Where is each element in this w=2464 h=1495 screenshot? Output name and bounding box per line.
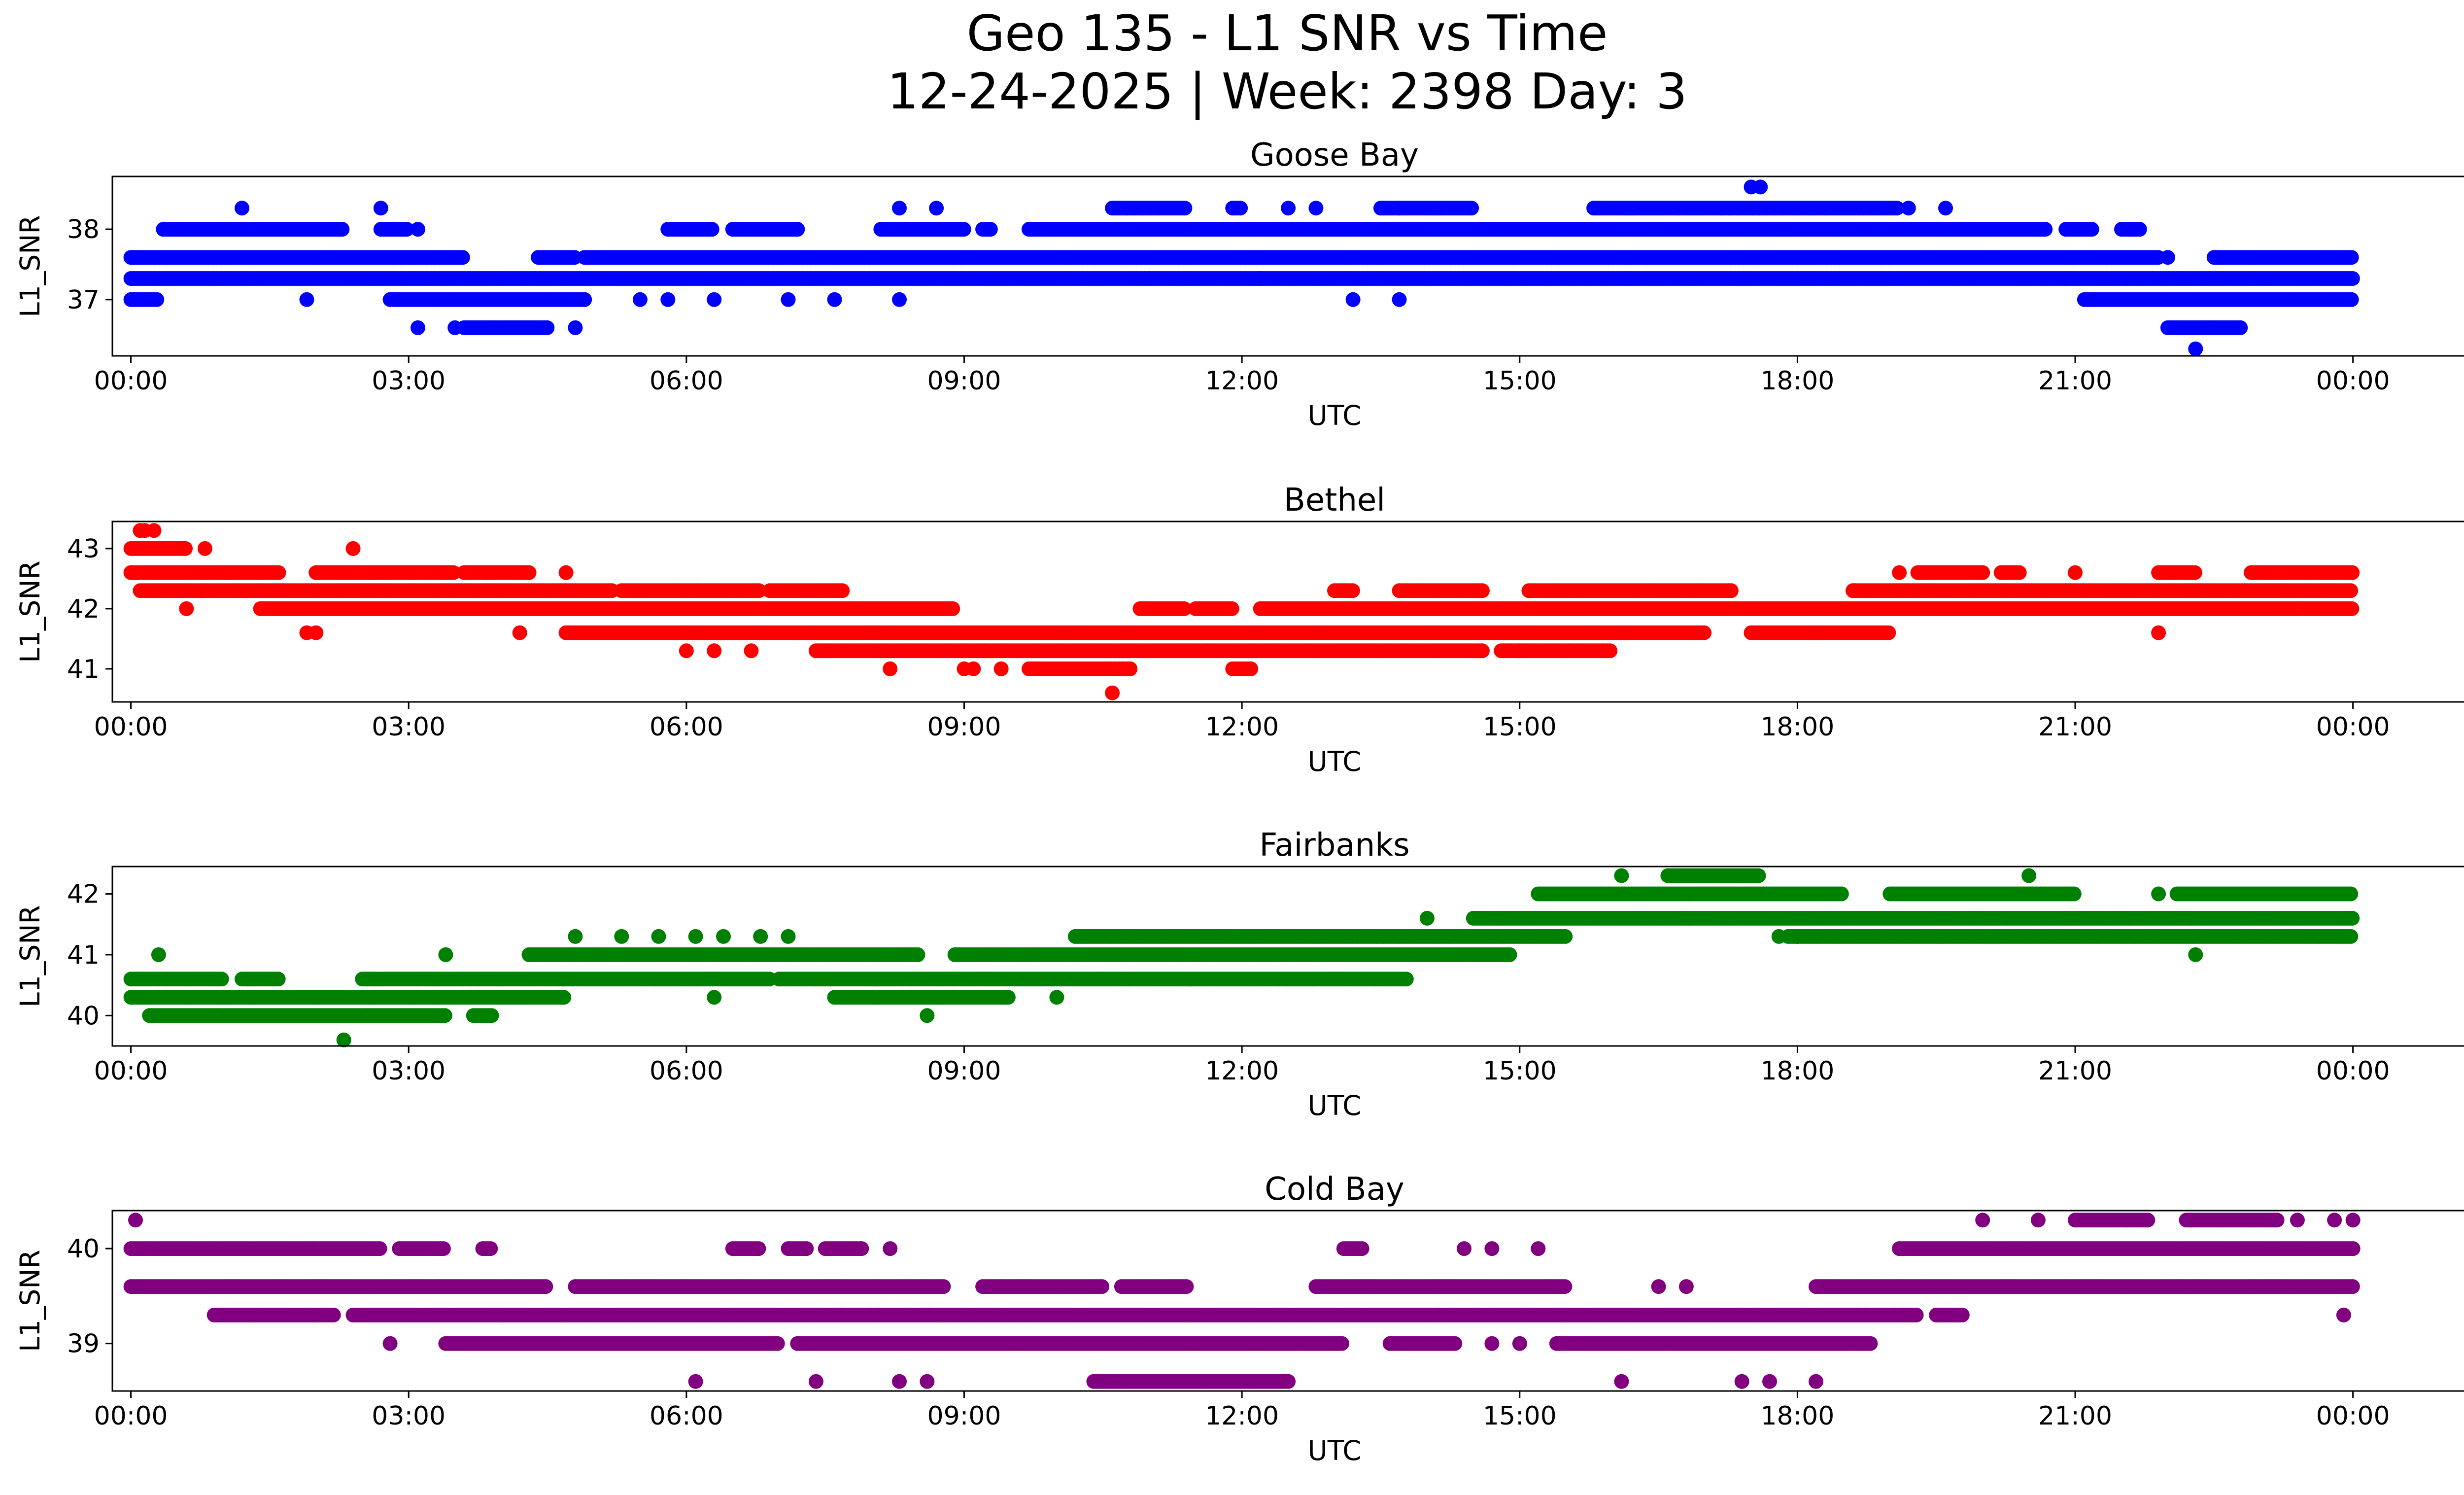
data-point	[983, 222, 998, 237]
x-tick-label: 21:00	[2038, 366, 2112, 396]
y-tick-label: 37	[67, 285, 100, 315]
x-tick-label: 15:00	[1483, 366, 1557, 396]
y-axis-label: L1_SNR	[14, 215, 46, 317]
data-point	[1938, 201, 1953, 216]
data-point	[235, 201, 249, 216]
data-point	[1281, 201, 1296, 216]
data-point	[1345, 583, 1360, 598]
data-point	[1253, 271, 1268, 286]
figure-title-line-2: 12-24-2025 | Week: 2398 Day: 3	[887, 63, 1687, 120]
data-point	[1753, 179, 1768, 195]
data-point	[2084, 222, 2099, 237]
data-point	[411, 222, 425, 237]
x-tick-label: 03:00	[372, 366, 445, 396]
data-point	[521, 565, 537, 580]
data-point	[1464, 201, 1479, 216]
data-point	[2160, 250, 2175, 265]
data-point	[1392, 201, 1407, 216]
x-tick-label: 09:00	[927, 366, 1001, 396]
data-point	[1697, 625, 1711, 640]
data-point	[2344, 292, 2359, 307]
data-point	[1142, 271, 1157, 286]
x-tick-label: 06:00	[650, 366, 723, 396]
data-point	[149, 292, 165, 307]
x-tick-label: 00:00	[2316, 366, 2390, 396]
data-point	[892, 292, 907, 307]
data-point	[2187, 565, 2202, 580]
data-point	[568, 320, 583, 335]
subplot-title: Goose Bay	[1250, 137, 1419, 174]
data-point	[945, 601, 960, 616]
data-point	[271, 565, 286, 580]
data-point	[2344, 250, 2359, 265]
data-point	[1224, 601, 1239, 616]
data-points	[123, 179, 2360, 356]
data-point	[2344, 601, 2360, 616]
data-point	[411, 320, 425, 335]
data-point	[455, 250, 470, 265]
subplot-title: Bethel	[1284, 482, 1385, 519]
data-point	[956, 222, 971, 237]
data-point	[790, 222, 805, 237]
subplot-goose-bay: Goose Bay 00:00 03:00 06:00 09:00 12:00 15:00 1…	[14, 137, 2464, 431]
x-tick-label: 12:00	[1205, 366, 1279, 396]
data-points	[123, 523, 2360, 700]
data-point	[2233, 320, 2248, 335]
data-point	[660, 292, 676, 307]
data-point	[540, 320, 555, 335]
data-point	[1308, 201, 1324, 216]
data-point	[2038, 222, 2053, 237]
y-tick-label: 38	[67, 215, 100, 244]
data-point	[2012, 565, 2027, 580]
data-point	[1975, 565, 1990, 580]
data-point	[2345, 565, 2360, 580]
data-point	[1474, 583, 1490, 598]
data-point	[781, 292, 796, 307]
data-point	[1177, 201, 1193, 216]
x-tick-label: 18:00	[1760, 366, 1834, 396]
data-point	[2188, 341, 2203, 356]
x-tick-label: 00:00	[94, 366, 168, 396]
data-point	[2343, 583, 2359, 598]
data-point	[1881, 625, 1896, 640]
data-point	[1233, 201, 1248, 216]
data-point	[632, 292, 648, 307]
data-point	[704, 222, 719, 237]
data-point	[577, 292, 592, 307]
data-point	[373, 201, 388, 216]
data-point	[1723, 583, 1739, 598]
data-point	[892, 201, 907, 216]
data-point	[2345, 271, 2360, 286]
x-axis-label: UTC	[1307, 400, 1361, 431]
data-point	[707, 292, 722, 307]
data-point	[835, 583, 850, 598]
data-point	[1392, 292, 1407, 307]
data-point	[1901, 201, 1916, 216]
data-point	[929, 201, 944, 216]
data-point	[1345, 292, 1361, 307]
data-point	[2132, 222, 2147, 237]
data-point	[827, 292, 842, 307]
data-point	[299, 292, 314, 307]
data-point	[335, 222, 350, 237]
figure-title-line-1: Geo 135 - L1 SNR vs Time	[967, 4, 1608, 62]
subplot-panels: Goose Bay 00:00 03:00 06:00 09:00 12:00 15:00 1…	[14, 137, 2464, 1466]
data-point	[447, 320, 463, 335]
